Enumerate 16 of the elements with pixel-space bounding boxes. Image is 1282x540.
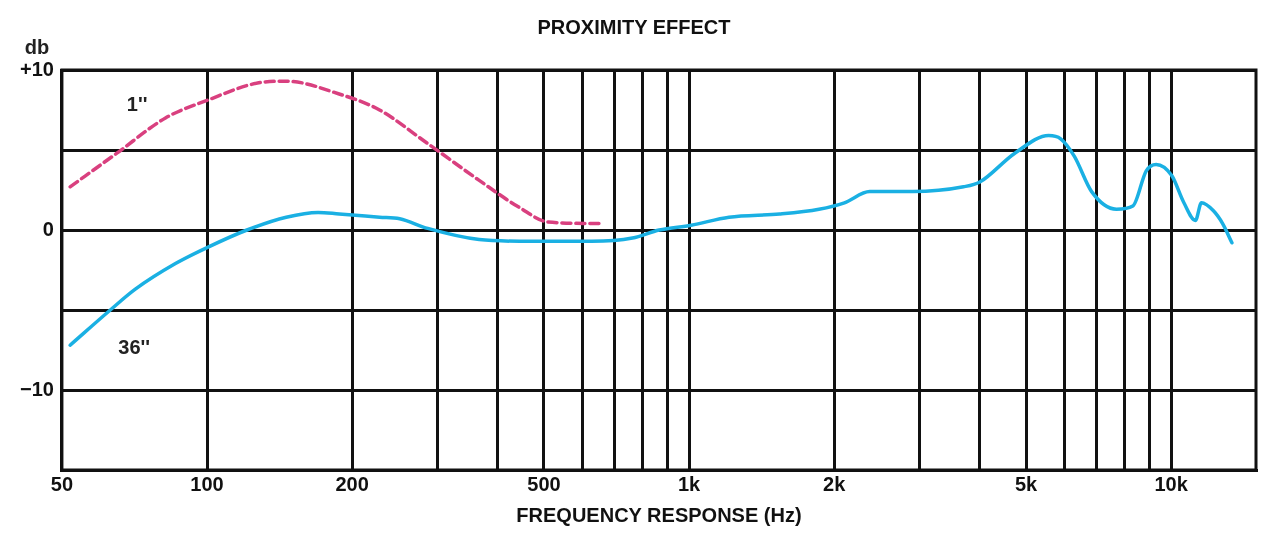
x-tick-label: 500 xyxy=(527,472,561,495)
y-axis-title: db xyxy=(24,35,50,58)
y-tick-label: −10 xyxy=(19,377,54,400)
y-tick-label: +10 xyxy=(19,57,54,80)
x-tick-label: 50 xyxy=(50,472,74,495)
x-axis-title: FREQUENCY RESPONSE (Hz) xyxy=(516,503,802,526)
chart-title: PROXIMITY EFFECT xyxy=(537,15,731,38)
x-tick-label: 2k xyxy=(823,472,847,495)
x-tick-label: 10k xyxy=(1154,472,1189,495)
series-label: 1'' xyxy=(126,92,148,115)
x-tick-label: 200 xyxy=(335,472,369,495)
x-tick-label: 1k xyxy=(677,472,702,495)
x-tick-label: 5k xyxy=(1014,472,1039,495)
series-label: 36'' xyxy=(118,335,151,358)
y-tick-label: 0 xyxy=(42,217,54,240)
x-tick-label: 100 xyxy=(190,472,224,495)
